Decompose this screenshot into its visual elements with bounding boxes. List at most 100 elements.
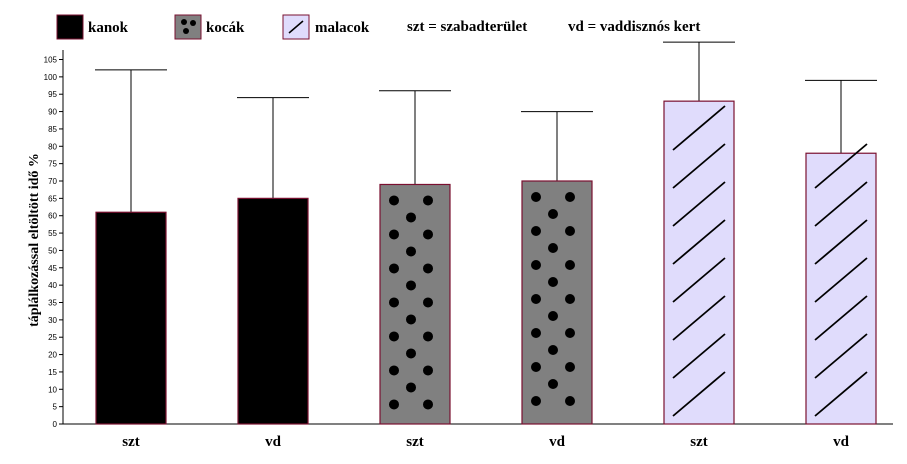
- pattern-dot: [548, 209, 558, 219]
- pattern-hatch-line: [672, 295, 726, 341]
- bar-group-kocak-szt: [379, 90, 451, 425]
- bar-group-malacok-vd: [805, 79, 877, 425]
- pattern-hatch-line: [672, 333, 726, 379]
- pattern-hatch-line: [672, 257, 726, 303]
- y-tick-label: 55: [48, 229, 57, 238]
- y-tick-label: 35: [48, 299, 57, 308]
- legend-label-malacok: malacok: [315, 20, 370, 36]
- pattern-dot: [406, 314, 416, 325]
- pattern-dot: [406, 246, 416, 257]
- pattern-hatch-line: [672, 143, 726, 189]
- pattern-dot: [423, 331, 433, 342]
- y-tick-label: 15: [48, 368, 57, 377]
- pattern-dot: [389, 263, 399, 274]
- y-tick-label: 20: [48, 351, 57, 360]
- y-tick-label: 95: [48, 90, 57, 99]
- x-category-label: vd: [265, 434, 282, 450]
- legend-swatch-kocak: [174, 14, 202, 40]
- x-category-label: szt: [406, 434, 424, 450]
- bar-dot-pattern: [389, 195, 433, 410]
- y-tick-label: 10: [48, 385, 57, 394]
- pattern-dot: [406, 382, 416, 393]
- legend-swatch-kanok: [56, 14, 84, 40]
- pattern-dot: [565, 192, 575, 202]
- pattern-dot: [565, 396, 575, 406]
- y-axis-label: táplálkozással eltöltött idő %: [27, 153, 42, 327]
- pattern-dot: [423, 195, 433, 206]
- bar-group-malacok-szt: [663, 41, 735, 425]
- pattern-dot: [531, 294, 541, 304]
- legend-label-kanok: kanok: [88, 20, 129, 36]
- pattern-dot: [531, 362, 541, 372]
- bar-group-kocak-vd: [521, 111, 593, 425]
- y-tick-label: 85: [48, 125, 57, 134]
- legend-label-kocak: kocák: [206, 20, 245, 36]
- bar-dot-pattern: [531, 192, 575, 406]
- y-tick-label: 65: [48, 194, 57, 203]
- y-tick-label: 0: [53, 420, 58, 429]
- pattern-dot: [565, 328, 575, 338]
- pattern-hatch-line: [672, 105, 726, 151]
- y-tick-label: 90: [48, 108, 57, 117]
- bar-hatch-pattern: [814, 143, 868, 417]
- x-category-label: szt: [122, 434, 140, 450]
- pattern-dot: [389, 229, 399, 240]
- bar-group-kanok-vd: [237, 97, 309, 425]
- pattern-dot: [565, 226, 575, 236]
- bar-malacok-vd: [805, 152, 877, 425]
- bar-kocak-szt: [379, 183, 451, 425]
- pattern-dot: [548, 379, 558, 389]
- pattern-dot: [423, 297, 433, 308]
- pattern-hatch-line: [672, 219, 726, 265]
- legend: kanok kocák malacok szt = szabadterület …: [56, 14, 700, 40]
- y-tick-label: 105: [44, 56, 58, 65]
- y-tick-label: 100: [44, 73, 58, 82]
- pattern-dot: [423, 365, 433, 376]
- y-tick-label: 70: [48, 177, 57, 186]
- pattern-dot: [423, 229, 433, 240]
- pattern-dot: [531, 396, 541, 406]
- pattern-dot: [423, 399, 433, 410]
- pattern-hatch-line: [814, 181, 868, 227]
- pattern-hatch-line: [672, 371, 726, 417]
- legend-swatch-malacok: [282, 14, 310, 40]
- x-axis-categories: szt vd szt vd szt vd: [122, 434, 849, 450]
- pattern-hatch-line: [814, 143, 868, 189]
- pattern-dot: [531, 226, 541, 236]
- y-tick-label: 30: [48, 316, 57, 325]
- pattern-hatch-line: [814, 295, 868, 341]
- pattern-dot: [406, 348, 416, 359]
- bar-kanok-vd: [237, 197, 309, 425]
- pattern-dot: [531, 260, 541, 270]
- pattern-hatch-line: [672, 181, 726, 227]
- y-tick-label: 40: [48, 281, 57, 290]
- bar-hatch-pattern: [672, 105, 726, 417]
- x-category-label: vd: [833, 434, 850, 450]
- y-tick-label: 5: [53, 403, 58, 412]
- pattern-dot: [565, 362, 575, 372]
- pattern-dot: [389, 399, 399, 410]
- pattern-dot: [565, 294, 575, 304]
- pattern-dot: [531, 192, 541, 202]
- pattern-hatch-line: [814, 219, 868, 265]
- pattern-dot: [531, 328, 541, 338]
- bar-kanok-szt: [95, 211, 167, 425]
- pattern-dot: [406, 212, 416, 223]
- pattern-dot: [423, 263, 433, 274]
- pattern-dot: [565, 260, 575, 270]
- pattern-dot: [389, 195, 399, 206]
- y-tick-label: 45: [48, 264, 57, 273]
- pattern-dot: [548, 345, 558, 355]
- y-tick-label: 80: [48, 142, 57, 151]
- pattern-dot: [389, 297, 399, 308]
- legend-note-vd: vd = vaddisznós kert: [568, 19, 700, 35]
- bar-group-kanok-szt: [95, 69, 167, 425]
- x-category-label: szt: [690, 434, 708, 450]
- pattern-dot: [548, 277, 558, 287]
- pattern-dot: [389, 365, 399, 376]
- pattern-dot: [548, 243, 558, 253]
- pattern-dot: [548, 311, 558, 321]
- legend-note-szt: szt = szabadterület: [407, 19, 527, 35]
- y-tick-label: 75: [48, 160, 57, 169]
